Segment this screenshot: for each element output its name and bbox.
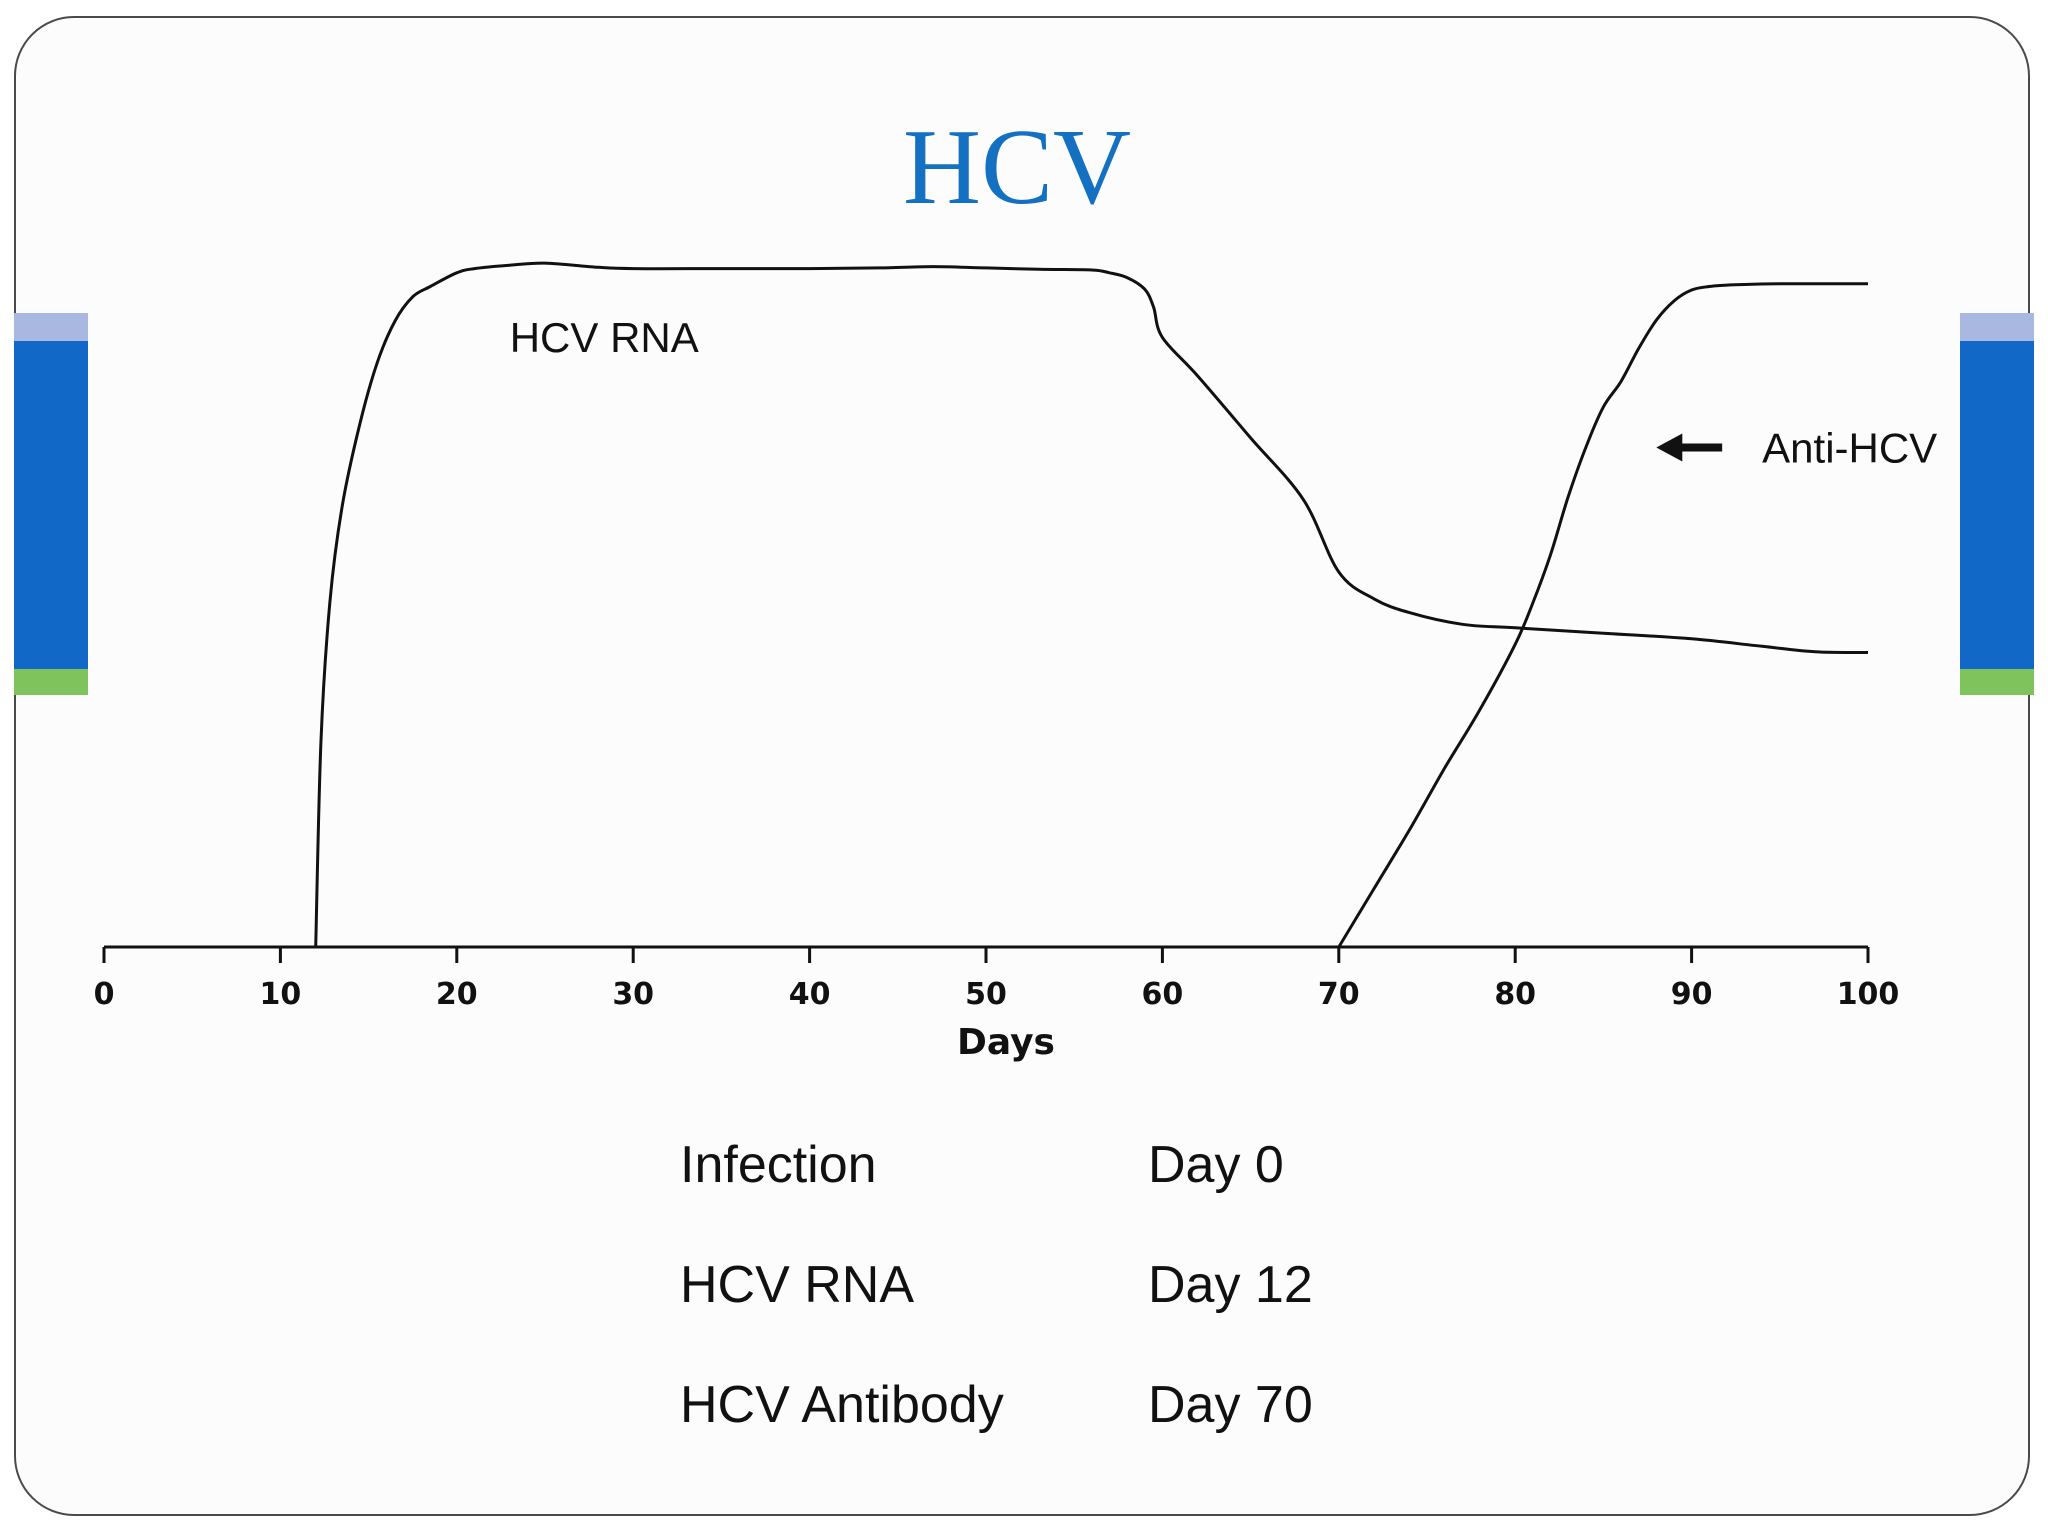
anti-hcv-label: Anti-HCV — [1762, 425, 1937, 472]
timeline-day: Day 0 — [1148, 1136, 1284, 1194]
hcv-rna-curve — [314, 261, 1869, 948]
hcv-rna-label: HCV RNA — [510, 314, 699, 361]
slide-title: HCV — [902, 108, 1132, 227]
timeline-event: HCV Antibody — [680, 1376, 1004, 1434]
x-tick-label: 80 — [1494, 977, 1536, 1012]
x-tick-label: 10 — [260, 977, 302, 1012]
x-tick-label: 40 — [789, 977, 831, 1012]
left-accent-bar — [14, 313, 88, 695]
x-tick-label: 90 — [1671, 977, 1713, 1012]
left-accent-bar-top — [14, 313, 88, 341]
timeline-table: Infection Day 0 HCV RNA Day 12 HCV Antib… — [680, 1105, 1313, 1465]
x-tick-label: 30 — [612, 977, 654, 1012]
timeline-day: Day 12 — [1148, 1256, 1313, 1314]
timeline-row: Infection Day 0 — [680, 1105, 1313, 1225]
left-accent-bar-main — [14, 341, 88, 669]
timeline-day: Day 70 — [1148, 1376, 1313, 1434]
x-tick-label: 60 — [1142, 977, 1184, 1012]
x-tick-label: 70 — [1318, 977, 1360, 1012]
right-accent-bar-main — [1960, 341, 2034, 669]
x-tick-label: 50 — [965, 977, 1007, 1012]
slide-frame — [14, 16, 2030, 1516]
x-tick-label: 0 — [94, 977, 115, 1012]
x-axis-label: Days — [957, 1022, 1055, 1063]
x-tick-label: 20 — [436, 977, 478, 1012]
anti-hcv-curve — [1337, 282, 1868, 948]
timeline-event: Infection — [680, 1136, 877, 1194]
right-accent-bar-bottom — [1960, 669, 2034, 695]
right-accent-bar-top — [1960, 313, 2034, 341]
left-accent-bar-bottom — [14, 669, 88, 695]
x-tick-label: 100 — [1837, 977, 1900, 1012]
timeline-row: HCV RNA Day 12 — [680, 1225, 1313, 1345]
timeline-row: HCV Antibody Day 70 — [680, 1345, 1313, 1465]
anti-hcv-arrow-head — [1656, 433, 1683, 462]
right-accent-bar — [1960, 313, 2034, 695]
timeline-event: HCV RNA — [680, 1256, 915, 1314]
